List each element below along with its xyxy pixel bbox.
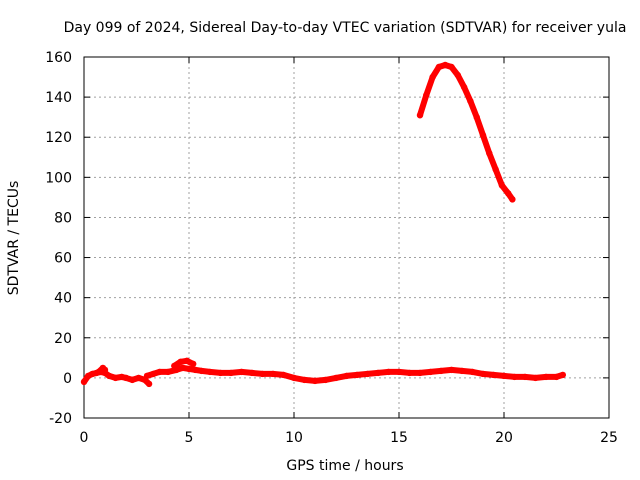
data-point [448,63,455,71]
data-point [259,370,266,378]
data-point [238,368,245,376]
data-point [416,369,424,377]
data-point [498,182,506,189]
data-point [143,372,151,380]
data-point [217,369,224,377]
data-point [332,374,340,382]
chart-title: Day 099 of 2024, Sidereal Day-to-day VTE… [64,20,627,36]
data-point [511,373,518,381]
data-point [280,371,287,379]
data-point [427,368,434,376]
y-tick-label: -20 [49,411,72,427]
x-tick-label: 0 [80,430,89,446]
data-point [185,365,193,373]
data-point [269,370,277,378]
y-tick-label: 160 [45,50,72,66]
data-point [553,373,560,381]
y-tick-label: 140 [45,90,72,106]
data-point [374,369,382,377]
data-point [521,373,529,381]
data-point [479,132,487,139]
data-point [112,374,119,382]
data-point [322,376,329,384]
data-point [164,368,172,376]
data-point [227,369,235,377]
data-point [437,367,445,375]
data-point [416,112,424,119]
data-point [469,368,476,376]
data-point [150,370,157,378]
plot-frame [83,56,610,419]
data-point [192,366,199,374]
data-point [458,367,466,375]
y-axis-label: SDTVAR / TECUs [6,181,22,296]
data-point [442,61,449,69]
data-point [542,373,550,381]
data-point [429,73,436,81]
data-point [500,372,508,380]
data-point [454,71,461,79]
data-point [343,372,350,380]
data-point [135,374,142,382]
data-point [460,83,468,91]
data-point [106,372,113,380]
y-tick-label: 40 [54,291,72,307]
x-tick-label: 20 [495,430,513,446]
data-point [406,369,413,377]
data-point [179,364,186,372]
data-series [80,61,566,388]
series-line-4 [417,62,516,203]
data-point [290,374,298,382]
data-point [101,366,109,374]
grid [84,57,609,418]
data-point [364,370,371,378]
data-point [129,376,136,384]
y-tick-label: 20 [54,331,72,347]
data-point [198,367,205,375]
data-point [311,377,319,385]
data-point [467,97,474,105]
data-point [435,63,443,71]
data-point [423,91,430,99]
data-point [95,368,102,376]
data-point [505,190,512,197]
data-point [532,374,539,382]
data-point [492,166,499,173]
x-tick-label: 25 [600,430,618,446]
data-point [145,380,153,388]
data-point [156,368,163,376]
data-point [486,150,493,157]
data-point [448,366,455,374]
y-tick-label: 60 [54,251,72,267]
data-point [385,368,392,376]
axis-ticks: 0 5 10 15 20 25 -20 0 20 40 60 80 100 120 140 160 [45,50,618,446]
data-point [559,371,566,379]
data-point [353,371,361,379]
data-point [509,196,516,203]
data-point [473,114,480,121]
data-point [479,370,487,378]
y-tick-label: 80 [54,210,72,226]
data-point [122,374,130,382]
y-tick-label: 120 [45,130,72,146]
data-point [190,360,197,368]
data-point [301,376,308,384]
data-point [248,369,256,377]
data-point [80,378,88,386]
data-point [490,371,497,379]
data-point [206,368,214,376]
data-point [171,362,178,370]
x-axis-label: GPS time / hours [286,458,403,474]
data-point [183,357,191,364]
data-point [395,368,403,376]
y-tick-label: 0 [63,371,72,387]
x-tick-label: 10 [285,430,303,446]
x-tick-label: 5 [185,430,194,446]
y-tick-label: 100 [45,170,72,186]
data-point [177,358,184,365]
x-tick-label: 15 [390,430,408,446]
